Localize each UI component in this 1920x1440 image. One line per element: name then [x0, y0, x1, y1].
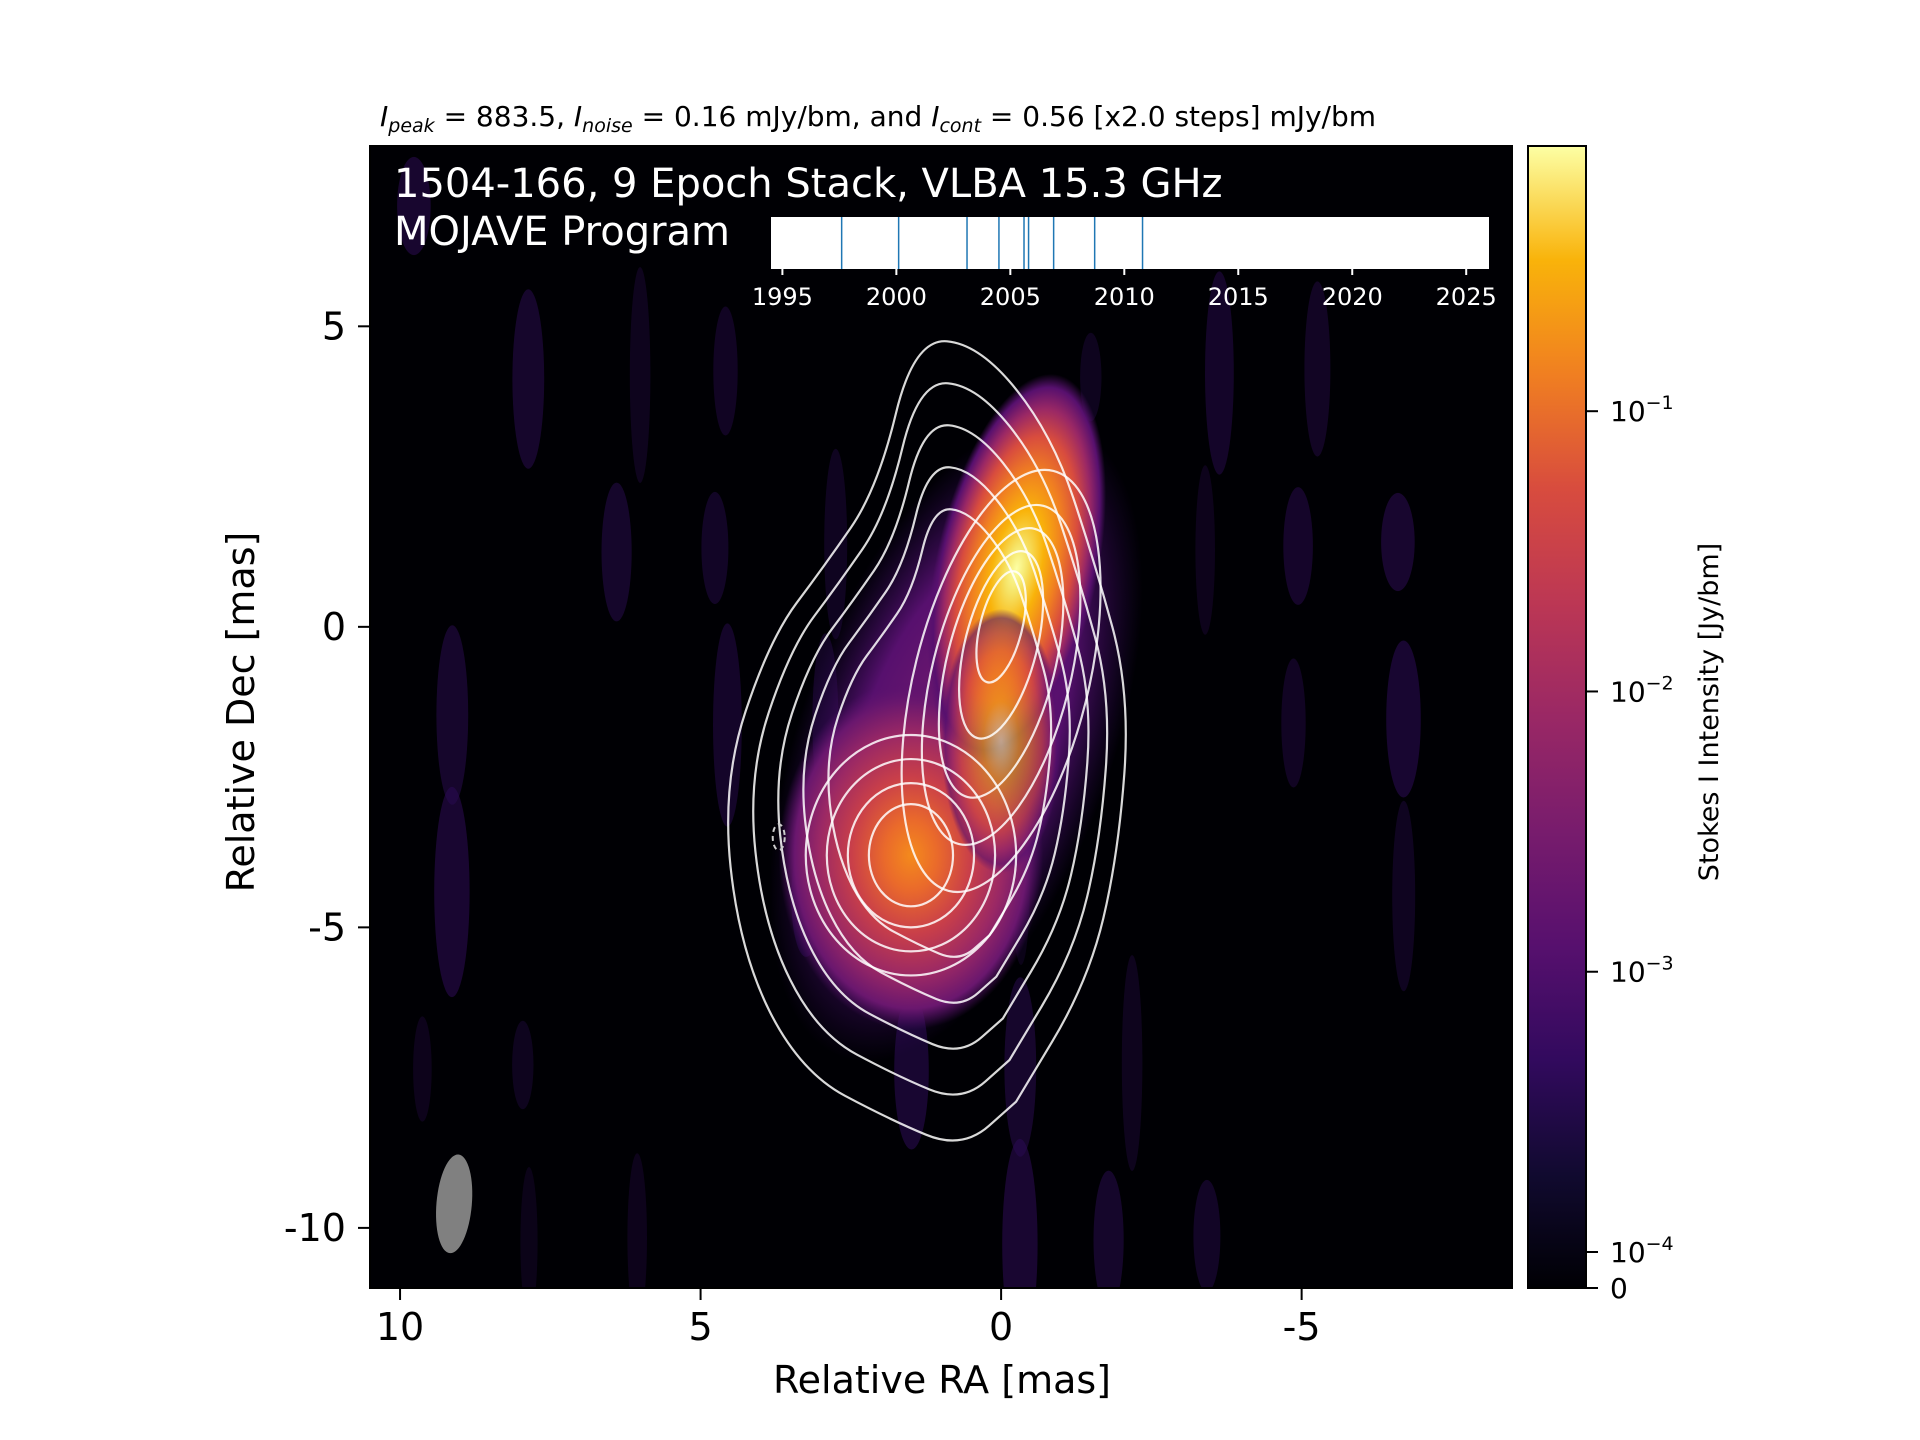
colorbar-tick-label: 0 — [1610, 1272, 1628, 1305]
contour-set — [727, 340, 1127, 1142]
noise-streak — [1205, 271, 1234, 475]
x-tick-label: 0 — [989, 1305, 1013, 1349]
x-tick-label: 10 — [376, 1305, 424, 1349]
colorbar-tick-label: 10−2 — [1610, 672, 1674, 708]
y-axis-ticks: 5 0 -5 -10 — [284, 304, 370, 1250]
contour-knot — [867, 803, 955, 908]
contour-core — [937, 527, 1065, 799]
noise-streak — [436, 625, 469, 805]
annotation-line2: MOJAVE Program — [394, 209, 730, 255]
core-extension — [941, 608, 1062, 874]
contour-core — [920, 503, 1082, 846]
colorbar-tick-label: 10−1 — [1610, 392, 1674, 428]
inset-tick-label: 2015 — [1208, 283, 1269, 311]
y-tick-label: 0 — [322, 605, 346, 649]
contour-outer — [802, 466, 1071, 1004]
y-axis-label: Relative Dec [mas] — [219, 532, 263, 893]
plot-frame — [369, 145, 1513, 1289]
inset-tick-label: 2025 — [1436, 283, 1497, 311]
contour-outer — [827, 508, 1053, 958]
annotation-line1: 1504-166, 9 Epoch Stack, VLBA 15.3 GHz — [394, 161, 1223, 207]
noise-streak — [434, 786, 470, 998]
chart-title: Ipeak = 883.5, Inoise = 0.16 mJy/bm, and… — [380, 100, 1376, 137]
inset-tick-label: 2005 — [980, 283, 1041, 311]
noise-streak — [1386, 640, 1421, 798]
plot-area — [369, 145, 1513, 1289]
y-tick-label: -10 — [284, 1206, 346, 1250]
contour-core — [900, 468, 1102, 894]
contour-core — [975, 570, 1027, 684]
noise-streak — [1002, 1138, 1038, 1288]
noise-streak — [1381, 492, 1415, 592]
noise-streak — [512, 289, 545, 469]
contour-outer — [752, 382, 1109, 1096]
noise-streak — [1004, 977, 1037, 1157]
x-axis-ticks: 10 5 0 -5 — [376, 1288, 1321, 1349]
x-tick-label: 5 — [688, 1305, 712, 1349]
contour-outer — [727, 340, 1127, 1142]
inset-tick-label: 2020 — [1322, 283, 1383, 311]
noise-streak — [713, 306, 738, 436]
colorbar: 10−1 10−2 10−3 10−40 Stokes I Intensity [Jy… — [1527, 145, 1725, 1305]
noise-streak — [713, 623, 742, 827]
colorbar-label: Stokes I Intensity [Jy/bm] — [1694, 543, 1725, 881]
y-tick-label: 5 — [322, 304, 346, 348]
inset-tick-label: 2010 — [1094, 283, 1155, 311]
emission-map — [397, 156, 1421, 1288]
noise-streak — [1281, 658, 1306, 788]
beam-ellipse — [436, 1154, 473, 1254]
colorbar-tick-label: 10−3 — [1610, 953, 1674, 989]
x-axis-label: Relative RA [mas] — [773, 1358, 1111, 1402]
inset-tick-label: 1995 — [752, 283, 813, 311]
noise-streak — [601, 482, 632, 622]
noise-streak — [520, 1167, 538, 1288]
contour-knot — [825, 757, 997, 953]
noise-streak — [627, 1153, 647, 1288]
noise-streak — [1093, 1170, 1124, 1288]
noise-streak — [629, 267, 651, 483]
noise-streak — [1304, 281, 1331, 457]
colorbar-ticks: 10−1 10−2 10−3 10−40 — [1586, 392, 1674, 1305]
colorbar-tick-label: 10−4 — [1610, 1233, 1674, 1269]
inset-background — [771, 217, 1489, 269]
noise-streak — [1283, 487, 1313, 605]
noise-streak — [512, 1020, 534, 1110]
noise-streak — [824, 448, 848, 640]
y-tick-label: -5 — [308, 905, 346, 949]
epoch-timeline-inset: 1995 2000 2005 2010 2015 2020 2025 — [752, 217, 1497, 311]
x-tick-label: -5 — [1283, 1305, 1321, 1349]
noise-streak — [1392, 800, 1416, 992]
inset-tick-label: 2000 — [866, 283, 927, 311]
noise-streak — [1121, 955, 1143, 1171]
noise-streak — [701, 491, 729, 605]
contour-core — [957, 550, 1045, 740]
contour-negative — [771, 823, 786, 852]
noise-streak — [397, 156, 431, 256]
noise-streak — [1195, 465, 1215, 635]
noise-streak — [1193, 1179, 1221, 1288]
colorbar-gradient — [1527, 145, 1587, 1289]
noise-streak — [413, 1016, 432, 1122]
contour-outer — [777, 424, 1090, 1050]
contour-knot — [846, 782, 976, 929]
